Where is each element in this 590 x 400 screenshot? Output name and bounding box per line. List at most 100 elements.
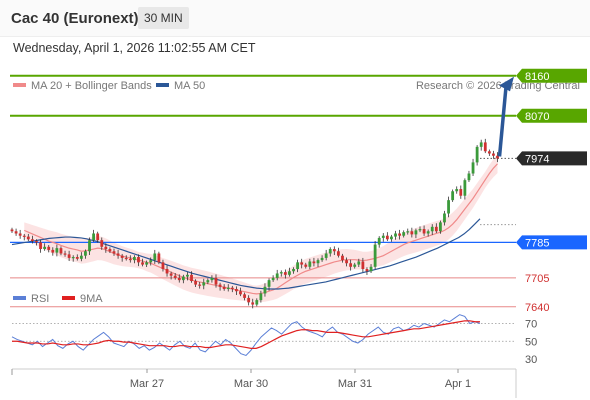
candle: [75, 254, 79, 261]
candle: [385, 232, 389, 242]
candle: [267, 278, 271, 291]
candle-body: [361, 261, 365, 270]
candle: [124, 255, 128, 261]
x-tick-label: Mar 31: [338, 378, 372, 390]
candle: [402, 230, 406, 238]
candle: [430, 224, 434, 236]
candle-body: [487, 151, 491, 154]
candle: [141, 258, 144, 267]
level-label-7705: 7705: [525, 273, 549, 285]
level-tag-bg-8160: [516, 68, 587, 83]
legend-swatch-9ma: [62, 296, 75, 301]
candle: [381, 233, 385, 242]
candle: [390, 234, 393, 242]
candle: [451, 189, 455, 202]
candle-body: [92, 233, 95, 241]
candle: [308, 258, 312, 270]
candle-body: [239, 291, 242, 295]
candle-body: [483, 142, 487, 152]
candle-body: [214, 277, 218, 285]
candle: [410, 227, 414, 238]
candle: [51, 247, 55, 256]
candle: [84, 249, 87, 259]
ma50-line: [11, 218, 481, 290]
candle-body: [304, 264, 308, 267]
candle-body: [116, 253, 120, 256]
candle-body: [186, 274, 189, 277]
candle: [418, 226, 422, 233]
level-label-7640: 7640: [525, 302, 549, 314]
timestamp: Wednesday, April 1, 2026 11:02:55 AM CET: [13, 41, 256, 55]
candle-body: [96, 233, 100, 241]
candle-body: [10, 229, 14, 232]
candle: [35, 239, 38, 246]
candle-body: [316, 260, 320, 264]
candle: [353, 262, 357, 269]
candle-body: [300, 262, 304, 265]
candle-body: [332, 249, 336, 252]
candle-body: [434, 226, 438, 232]
candle-body: [47, 246, 51, 250]
legend-label-9ma: 9MA: [80, 293, 103, 305]
candle: [10, 227, 14, 234]
candle-body: [337, 251, 340, 256]
candle-body: [22, 235, 26, 237]
candle: [471, 158, 475, 176]
candle-body: [31, 239, 34, 242]
candle: [443, 210, 446, 226]
x-tick-label: Mar 27: [130, 378, 164, 390]
candle-body: [341, 255, 344, 261]
candle: [43, 243, 47, 251]
candle-body: [312, 261, 316, 264]
candle-body: [430, 226, 434, 232]
candle: [116, 249, 120, 259]
candle-body: [108, 249, 112, 252]
candle: [133, 255, 136, 264]
candle: [31, 235, 34, 244]
legend-swatch-rsi: [13, 296, 26, 301]
legend-swatch-ma20: [13, 83, 26, 88]
candle: [161, 259, 165, 272]
candle-body: [235, 289, 238, 292]
candle: [59, 246, 63, 256]
candle-body: [100, 240, 104, 247]
candle: [255, 298, 259, 307]
candle-body: [345, 260, 348, 264]
candle-body: [267, 280, 271, 287]
candle-body: [328, 249, 332, 254]
candle-body: [292, 269, 295, 272]
candle-body: [377, 237, 381, 245]
timeframe-button[interactable]: 30 MIN: [138, 7, 189, 29]
candle-body: [390, 236, 393, 240]
candle: [120, 253, 124, 262]
candle-body: [463, 180, 467, 196]
candle-body: [467, 173, 471, 181]
candle: [247, 295, 251, 306]
candle: [332, 246, 336, 256]
candle: [365, 267, 369, 276]
candle-body: [210, 277, 214, 281]
candle-body: [120, 255, 124, 258]
candle-body: [243, 294, 246, 298]
candle: [459, 185, 463, 199]
x-tick-label: Apr 1: [445, 378, 471, 390]
rsi-line: [11, 314, 481, 357]
candle-body: [145, 262, 149, 265]
candle: [324, 249, 328, 261]
candle: [263, 283, 267, 297]
candle-body: [283, 272, 287, 275]
candle: [439, 220, 442, 234]
candle: [202, 278, 206, 290]
legend-label-rsi: RSI: [31, 293, 50, 305]
candle-body: [218, 284, 222, 287]
candle-body: [406, 231, 410, 233]
candle: [434, 223, 438, 234]
candle: [145, 260, 149, 268]
level-tag-bg-7974: [516, 151, 587, 166]
candle-body: [251, 302, 255, 305]
candle: [22, 233, 26, 241]
candle-body: [149, 260, 153, 263]
candle-body: [357, 261, 361, 265]
candle-body: [202, 282, 206, 286]
